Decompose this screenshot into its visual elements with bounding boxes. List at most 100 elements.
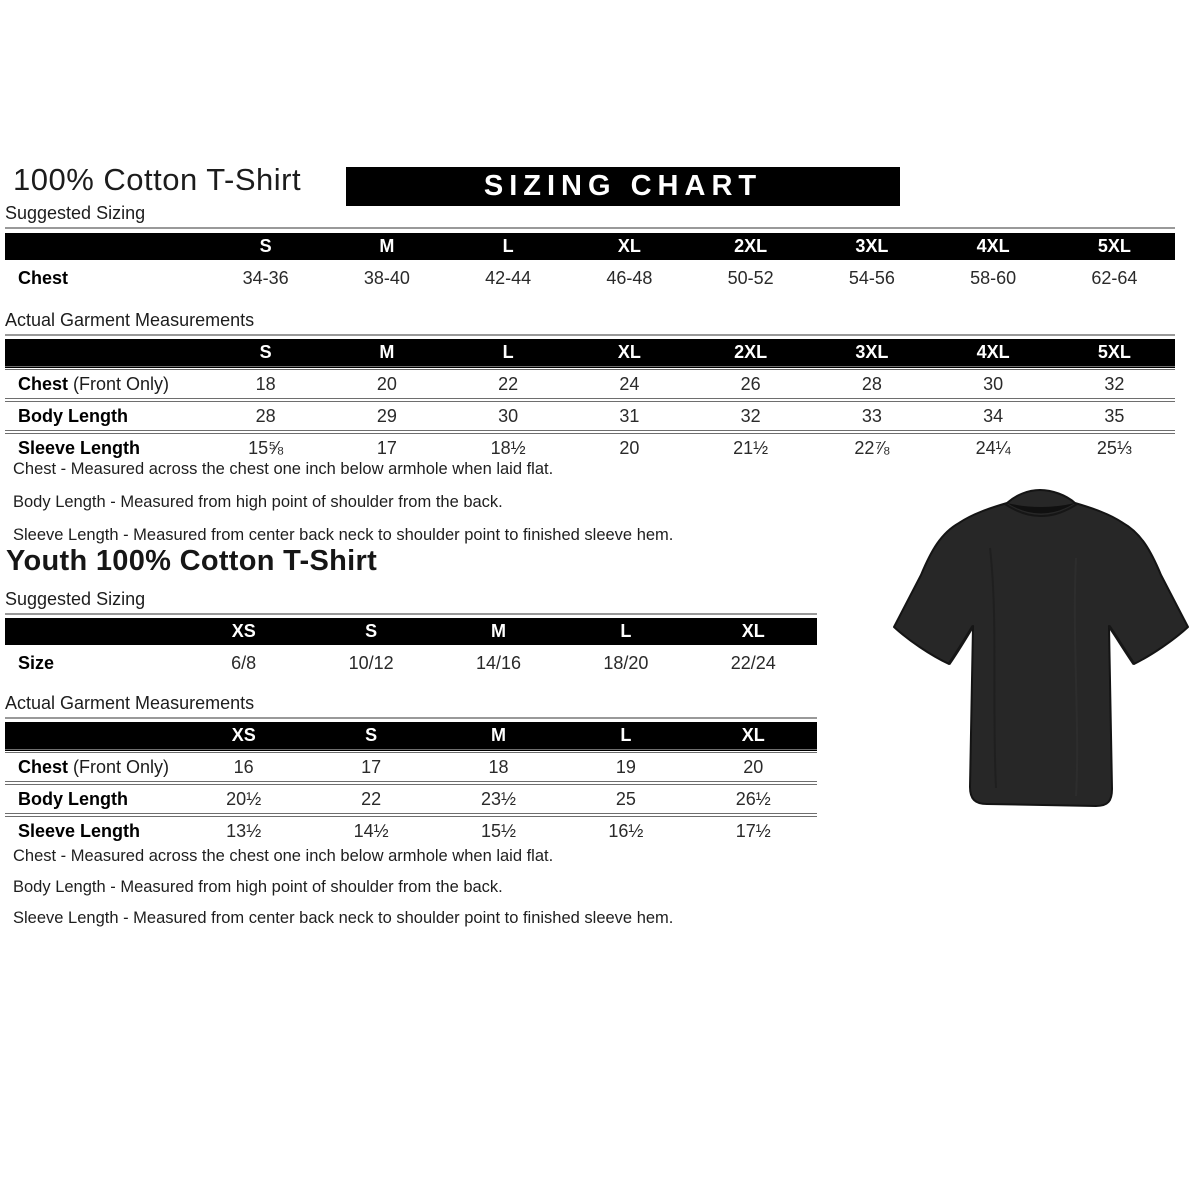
size-col-header: XS [180, 722, 308, 751]
cell-value: 25⅓ [1053, 430, 1175, 462]
cell-value: 15½ [434, 813, 563, 845]
table-header-row: S M L XL 2XL 3XL 4XL 5XL [5, 339, 1175, 368]
cell-value: 20½ [180, 781, 308, 815]
row-label: Size [18, 652, 55, 673]
size-col-header: S [205, 339, 327, 368]
cell-value: 10/12 [348, 652, 394, 673]
cell-value: 22⅞ [811, 430, 933, 462]
note-line: Body Length - Measured from high point o… [13, 493, 503, 511]
size-col-header: S [307, 618, 435, 645]
cell-value: 25 [562, 781, 690, 815]
table-header-row: XS S M L XL [5, 618, 817, 645]
size-col-header: 3XL [811, 233, 933, 260]
cell-value: 34 [932, 398, 1054, 432]
row-label: Sleeve Length [5, 813, 180, 845]
cell-value: 26½ [689, 781, 817, 815]
cell-value: 54-56 [848, 267, 895, 288]
tshirt-fold-left [989, 547, 997, 789]
adult-suggested-sizing-label: Suggested Sizing [5, 203, 1175, 229]
cell-value: 29 [326, 398, 448, 432]
cell-value: 17 [326, 430, 448, 462]
size-col-header: M [434, 618, 563, 645]
cell-value: 20 [326, 366, 448, 400]
size-col-header: XS [180, 618, 308, 645]
size-col-header: 2XL [690, 339, 812, 368]
cell-value: 26 [690, 366, 812, 400]
sizing-chart-banner: SIZING CHART [346, 167, 900, 206]
row-label: Chest (Front Only) [5, 366, 205, 400]
page-title: 100% Cotton T-Shirt [13, 162, 302, 197]
size-col-header: 4XL [932, 339, 1054, 368]
row-label: Chest [18, 267, 69, 288]
cell-value: 16 [180, 749, 308, 783]
table-row: Chest (Front Only) 16 17 18 19 20 [5, 749, 817, 783]
empty-header-cell [5, 618, 180, 645]
table-row: Size 6/8 10/12 14/16 18/20 22/24 [5, 645, 817, 681]
tshirt-collar [1007, 503, 1075, 514]
empty-header-cell [5, 339, 205, 368]
cell-value: 22/24 [730, 652, 776, 673]
youth-measurements-table: XS S M L XL Chest (Front Only) 16 17 18 … [5, 722, 817, 845]
cell-value: 34-36 [242, 267, 289, 288]
cell-value: 32 [1053, 366, 1175, 400]
adult-measurements-table: S M L XL 2XL 3XL 4XL 5XL Chest (Front On… [5, 339, 1175, 462]
cell-value: 18 [205, 366, 327, 400]
cell-value: 32 [690, 398, 812, 432]
cell-value: 17 [307, 749, 435, 783]
cell-value: 35 [1053, 398, 1175, 432]
adult-measurements-label: Actual Garment Measurements [5, 310, 1175, 336]
cell-value: 17½ [689, 813, 817, 845]
note-line: Body Length - Measured from high point o… [13, 878, 503, 896]
cell-value: 14/16 [475, 652, 521, 673]
tshirt-underarm-shadow-right [1107, 625, 1136, 665]
cell-value: 38-40 [363, 267, 410, 288]
size-col-header: XL [689, 618, 817, 645]
table-row: Body Length 20½ 22 23½ 25 26½ [5, 781, 817, 815]
size-col-header: XL [568, 233, 690, 260]
cell-value: 30 [447, 398, 569, 432]
table-row: Body Length 28 29 30 31 32 33 34 35 [5, 398, 1175, 432]
size-col-header: XL [689, 722, 817, 751]
note-line: Chest - Measured across the chest one in… [13, 847, 554, 865]
size-col-header: L [447, 339, 569, 368]
cell-value: 21½ [690, 430, 812, 462]
tshirt-fold-right [1073, 557, 1079, 797]
cell-value: 28 [811, 366, 933, 400]
size-col-header: L [447, 233, 569, 260]
cell-value: 22 [447, 366, 569, 400]
cell-value: 46-48 [606, 267, 653, 288]
adult-suggested-sizing-table: S M L XL 2XL 3XL 4XL 5XL Chest 34-36 38-… [5, 233, 1175, 296]
note-line: Chest - Measured across the chest one in… [13, 460, 554, 478]
cell-value: 18 [434, 749, 563, 783]
cell-value: 6/8 [231, 652, 257, 673]
size-col-header: 5XL [1053, 339, 1175, 368]
cell-value: 23½ [434, 781, 563, 815]
tshirt-body [893, 489, 1189, 807]
row-label: Sleeve Length [5, 430, 205, 462]
empty-header-cell [5, 722, 180, 751]
size-col-header: M [326, 339, 448, 368]
tshirt-underarm-shadow-left [947, 625, 975, 665]
row-label: Body Length [5, 781, 180, 815]
tshirt-collar-seam [1004, 503, 1078, 517]
row-label: Chest (Front Only) [5, 749, 180, 783]
cell-value: 58-60 [970, 267, 1017, 288]
cell-value: 33 [811, 398, 933, 432]
table-row: Chest (Front Only) 18 20 22 24 26 28 30 … [5, 366, 1175, 400]
youth-measurement-notes: Chest - Measured across the chest one in… [13, 841, 673, 934]
size-col-header: M [434, 722, 563, 751]
note-line: Sleeve Length - Measured from center bac… [13, 526, 674, 544]
size-col-header: M [326, 233, 448, 260]
size-col-header: S [205, 233, 327, 260]
cell-value: 20 [568, 430, 690, 462]
cell-value: 22 [307, 781, 435, 815]
cell-value: 24 [568, 366, 690, 400]
table-row: Sleeve Length 15⅝ 17 18½ 20 21½ 22⅞ 24¼ … [5, 430, 1175, 462]
cell-value: 30 [932, 366, 1054, 400]
size-col-header: 5XL [1053, 233, 1175, 260]
cell-value: 16½ [562, 813, 690, 845]
cell-value: 14½ [307, 813, 435, 845]
cell-value: 20 [689, 749, 817, 783]
note-line: Sleeve Length - Measured from center bac… [13, 909, 674, 927]
cell-value: 18/20 [603, 652, 649, 673]
